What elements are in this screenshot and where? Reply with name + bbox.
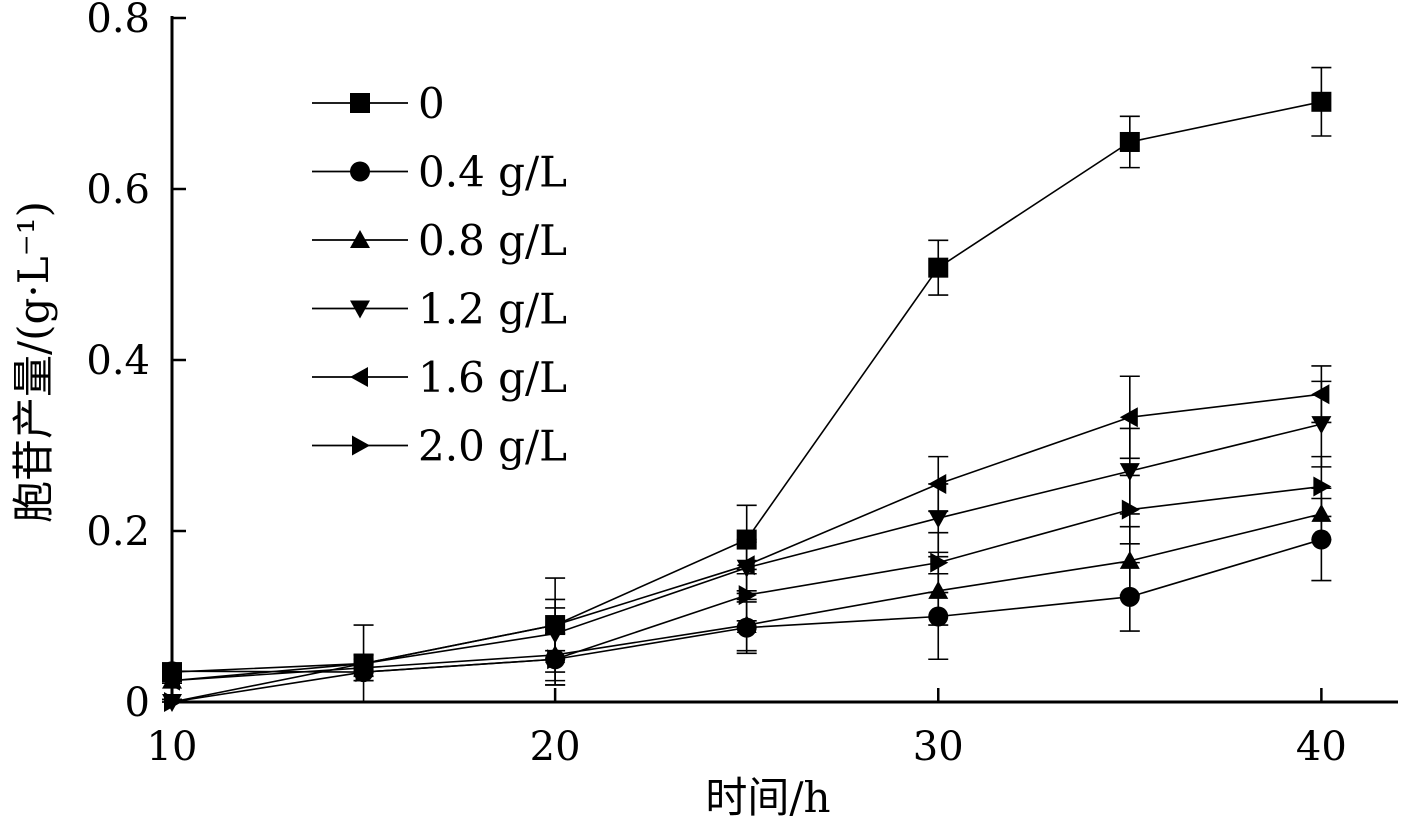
data-point-4: [1311, 384, 1330, 405]
data-point-3: [1311, 416, 1332, 435]
legend-marker: [350, 230, 370, 248]
legend-label: 1.6 g/L: [418, 353, 567, 402]
x-axis-title: 时间/h: [705, 773, 830, 820]
data-point-5: [1121, 499, 1140, 520]
x-tick-label: 40: [1296, 724, 1347, 770]
y-tick-label: 0: [125, 680, 150, 726]
x-tick-label: 20: [530, 724, 581, 770]
data-point-5: [738, 585, 757, 606]
data-point-0: [928, 257, 949, 278]
y-tick-label: 0.4: [86, 338, 150, 384]
x-tick-label: 30: [913, 724, 964, 770]
data-point-4: [162, 670, 180, 691]
legend-marker: [350, 161, 370, 182]
data-point-2: [736, 615, 757, 634]
legend-label: 2.0 g/L: [418, 422, 567, 471]
data-point-5: [1313, 476, 1332, 497]
legend-marker: [350, 300, 370, 319]
y-tick-label: 0.8: [86, 0, 150, 42]
data-point-4: [545, 615, 564, 636]
data-point-2: [1119, 550, 1140, 569]
y-tick-label: 0.6: [86, 167, 150, 213]
data-point-1: [1119, 586, 1140, 607]
data-point-4: [928, 473, 947, 494]
x-tick-label: 10: [147, 724, 198, 770]
data-point-0: [1311, 91, 1332, 112]
data-point-3: [1119, 463, 1140, 482]
data-point-0: [1119, 131, 1140, 152]
legend-label: 0: [418, 79, 445, 128]
legend-marker: [350, 367, 368, 387]
legend-marker: [352, 435, 370, 456]
data-point-5: [930, 552, 949, 573]
data-point-4: [1119, 407, 1138, 428]
legend-label: 1.2 g/L: [418, 285, 567, 334]
y-axis-title: 胞苷产量/(g·L⁻¹): [9, 201, 58, 523]
data-point-5: [547, 649, 566, 670]
legend-label: 0.4 g/L: [418, 148, 567, 197]
legend-label: 0.8 g/L: [418, 216, 567, 265]
data-point-5: [164, 692, 182, 712]
legend-marker: [350, 93, 370, 113]
y-tick-label: 0.2: [86, 509, 150, 555]
data-point-5: [355, 662, 374, 683]
data-point-3: [928, 510, 949, 529]
